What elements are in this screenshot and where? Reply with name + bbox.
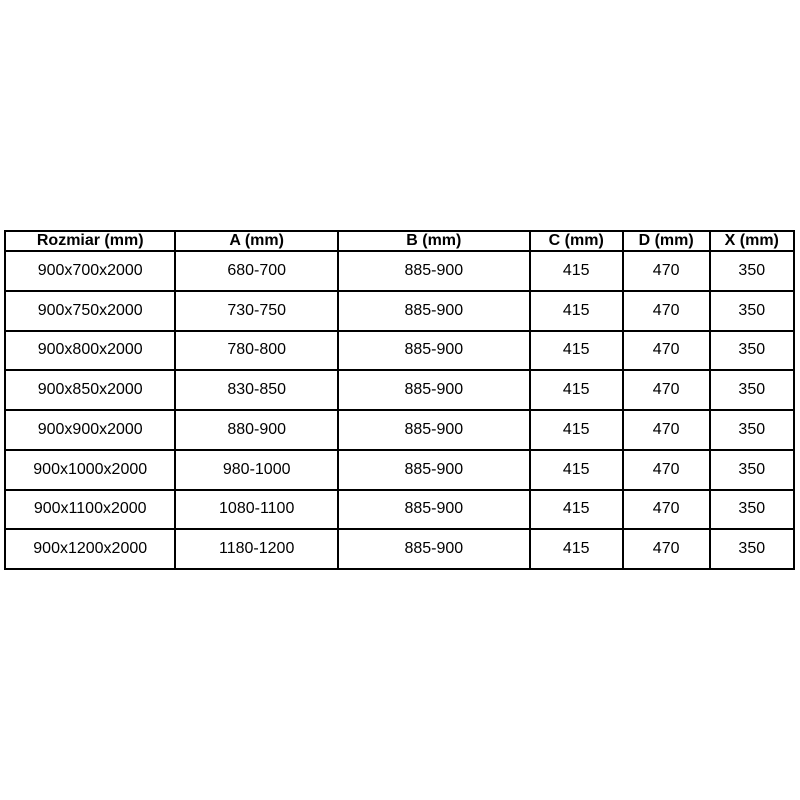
column-header-x: X (mm) <box>708 230 796 252</box>
cell-x: 350 <box>708 448 796 491</box>
cell-rozmiar: 900x1000x2000 <box>3 448 177 491</box>
cell-a: 730-750 <box>174 289 339 332</box>
cell-x: 350 <box>708 250 796 292</box>
cell-a: 1180-1200 <box>174 528 339 570</box>
cell-d: 470 <box>621 448 711 491</box>
cell-x: 350 <box>708 528 796 570</box>
cell-a: 980-1000 <box>174 448 339 491</box>
cell-x: 350 <box>708 369 796 411</box>
cell-b: 885-900 <box>336 250 531 292</box>
cell-a: 880-900 <box>174 409 339 451</box>
column-header-d: D (mm) <box>621 230 711 252</box>
cell-d: 470 <box>621 488 711 531</box>
cell-rozmiar: 900x850x2000 <box>3 369 177 411</box>
table-row: 900x750x2000 730-750 885-900 415 470 350 <box>3 289 796 332</box>
column-header-b: B (mm) <box>336 230 531 252</box>
cell-d: 470 <box>621 369 711 411</box>
cell-c: 415 <box>528 488 624 531</box>
cell-c: 415 <box>528 409 624 451</box>
cell-a: 830-850 <box>174 369 339 411</box>
cell-x: 350 <box>708 488 796 531</box>
cell-c: 415 <box>528 528 624 570</box>
cell-rozmiar: 900x700x2000 <box>3 250 177 292</box>
column-header-c: C (mm) <box>528 230 624 252</box>
cell-b: 885-900 <box>336 488 531 531</box>
cell-d: 470 <box>621 289 711 332</box>
cell-c: 415 <box>528 289 624 332</box>
cell-d: 470 <box>621 250 711 292</box>
table-row: 900x900x2000 880-900 885-900 415 470 350 <box>3 409 796 451</box>
cell-c: 415 <box>528 250 624 292</box>
table-row: 900x850x2000 830-850 885-900 415 470 350 <box>3 369 796 411</box>
cell-c: 415 <box>528 329 624 372</box>
cell-b: 885-900 <box>336 289 531 332</box>
cell-c: 415 <box>528 369 624 411</box>
column-header-rozmiar: Rozmiar (mm) <box>3 230 177 252</box>
table-header-row: Rozmiar (mm) A (mm) B (mm) C (mm) D (mm)… <box>3 230 796 252</box>
table-row: 900x1000x2000 980-1000 885-900 415 470 3… <box>3 448 796 491</box>
table-row: 900x700x2000 680-700 885-900 415 470 350 <box>3 250 796 292</box>
cell-b: 885-900 <box>336 409 531 451</box>
cell-a: 1080-1100 <box>174 488 339 531</box>
cell-x: 350 <box>708 409 796 451</box>
cell-rozmiar: 900x1200x2000 <box>3 528 177 570</box>
table-row: 900x1200x2000 1180-1200 885-900 415 470 … <box>3 528 796 570</box>
table-row: 900x800x2000 780-800 885-900 415 470 350 <box>3 329 796 372</box>
dimensions-table: Rozmiar (mm) A (mm) B (mm) C (mm) D (mm)… <box>3 230 796 570</box>
cell-x: 350 <box>708 329 796 372</box>
cell-rozmiar: 900x750x2000 <box>3 289 177 332</box>
cell-d: 470 <box>621 528 711 570</box>
table-row: 900x1100x2000 1080-1100 885-900 415 470 … <box>3 488 796 531</box>
cell-a: 780-800 <box>174 329 339 372</box>
dimensions-table-container: Rozmiar (mm) A (mm) B (mm) C (mm) D (mm)… <box>3 230 796 570</box>
cell-c: 415 <box>528 448 624 491</box>
cell-b: 885-900 <box>336 448 531 491</box>
cell-rozmiar: 900x900x2000 <box>3 409 177 451</box>
cell-d: 470 <box>621 329 711 372</box>
cell-rozmiar: 900x800x2000 <box>3 329 177 372</box>
cell-b: 885-900 <box>336 329 531 372</box>
column-header-a: A (mm) <box>174 230 339 252</box>
cell-rozmiar: 900x1100x2000 <box>3 488 177 531</box>
cell-x: 350 <box>708 289 796 332</box>
cell-d: 470 <box>621 409 711 451</box>
cell-b: 885-900 <box>336 369 531 411</box>
cell-b: 885-900 <box>336 528 531 570</box>
cell-a: 680-700 <box>174 250 339 292</box>
